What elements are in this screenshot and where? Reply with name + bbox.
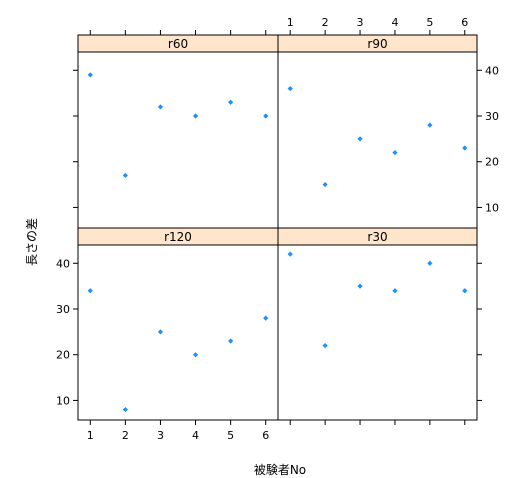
data-point bbox=[322, 342, 328, 349]
panel-r30: r30 bbox=[277, 227, 478, 421]
data-point bbox=[157, 329, 164, 335]
x-tick-label-bottom: 1 bbox=[87, 429, 94, 442]
data-point bbox=[192, 352, 199, 358]
panel-frame bbox=[77, 227, 279, 421]
data-point bbox=[287, 85, 293, 92]
y-tick-label-left: 20 bbox=[56, 349, 70, 362]
data-point bbox=[157, 104, 164, 110]
panels-layer: r60 r90 r120 r30 bbox=[77, 34, 478, 421]
data-point bbox=[287, 251, 293, 257]
data-point bbox=[427, 122, 433, 128]
y-tick-label-left: 30 bbox=[56, 303, 70, 316]
x-axis-title: 被験者No bbox=[254, 462, 306, 477]
x-tick-label-bottom: 2 bbox=[122, 429, 129, 442]
panel-frame bbox=[277, 34, 478, 229]
data-point bbox=[322, 181, 328, 188]
data-point bbox=[228, 99, 234, 105]
data-point bbox=[87, 72, 93, 78]
data-point bbox=[87, 288, 93, 294]
data-point bbox=[122, 406, 128, 413]
panel-strip bbox=[277, 34, 478, 53]
y-tick-label-right: 20 bbox=[485, 156, 499, 169]
data-point bbox=[462, 145, 468, 151]
x-tick-label-top: 1 bbox=[287, 16, 294, 29]
data-point bbox=[427, 260, 433, 266]
x-tick-label-bottom: 6 bbox=[262, 429, 269, 442]
data-point bbox=[357, 136, 363, 142]
data-point bbox=[462, 288, 468, 294]
x-tick-label-bottom: 3 bbox=[157, 429, 164, 442]
x-tick-label-top: 6 bbox=[461, 16, 468, 29]
x-tick-label-bottom: 4 bbox=[192, 429, 199, 442]
panel-strip-label: r90 bbox=[367, 37, 387, 51]
x-tick-label-bottom: 5 bbox=[227, 429, 234, 442]
data-point bbox=[228, 338, 234, 344]
y-tick-label-right: 40 bbox=[485, 64, 499, 77]
ticks-layer: 1 2 3 4 5 6 1 2 3 4 5 6 10 20 30 40 10 20 30 40 bbox=[56, 16, 499, 442]
data-point bbox=[263, 113, 269, 119]
y-axis-title: 長さの差 bbox=[25, 218, 39, 266]
panel-strip-label: r120 bbox=[164, 230, 192, 244]
y-tick-label-right: 10 bbox=[485, 201, 499, 214]
y-tick-label-right: 30 bbox=[485, 110, 499, 123]
x-tick-label-top: 3 bbox=[357, 16, 364, 29]
x-tick-label-top: 5 bbox=[426, 16, 433, 29]
panel-r60: r60 bbox=[77, 34, 279, 229]
y-tick-label-left: 10 bbox=[56, 394, 70, 407]
panel-frame bbox=[77, 34, 279, 229]
panel-frame bbox=[277, 227, 478, 421]
panel-strip bbox=[277, 227, 478, 246]
panel-r90: r90 bbox=[277, 34, 478, 229]
data-point bbox=[192, 113, 199, 119]
data-point bbox=[122, 172, 128, 179]
x-tick-label-top: 2 bbox=[322, 16, 329, 29]
panel-r120: r120 bbox=[77, 227, 279, 421]
data-point bbox=[392, 288, 398, 294]
x-tick-label-top: 4 bbox=[391, 16, 398, 29]
panel-strip-label: r30 bbox=[367, 230, 387, 244]
panel-strip-label: r60 bbox=[168, 37, 188, 51]
y-tick-label-left: 40 bbox=[56, 257, 70, 270]
data-point bbox=[392, 149, 398, 156]
data-point bbox=[357, 283, 363, 289]
data-point bbox=[263, 315, 269, 321]
